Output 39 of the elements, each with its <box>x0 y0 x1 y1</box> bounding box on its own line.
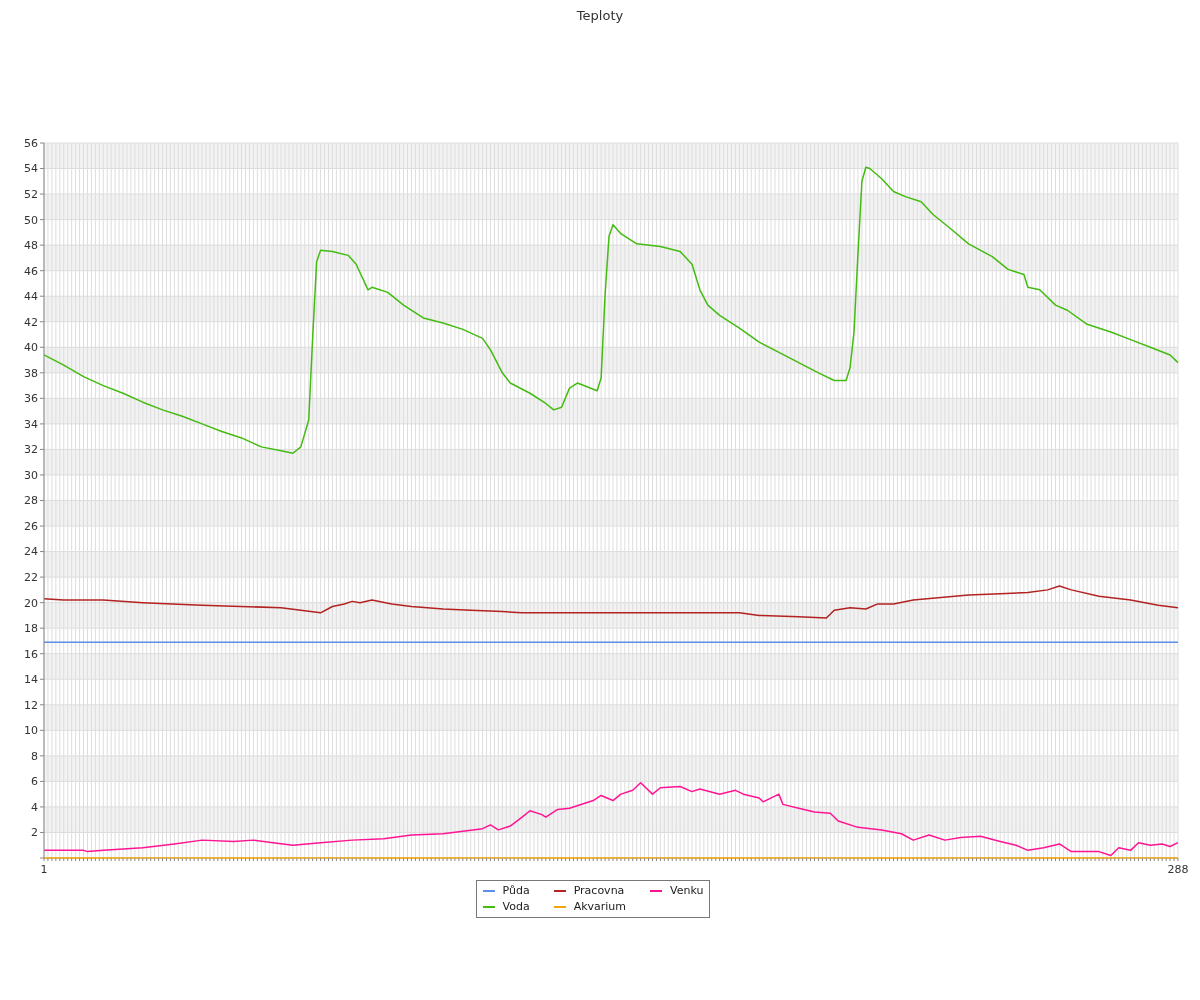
y-tick-label: 36 <box>24 392 38 406</box>
y-tick-label: 40 <box>24 341 38 355</box>
x-tick-label: 1 <box>40 863 48 876</box>
y-tick-label: 46 <box>24 264 38 278</box>
y-tick-label: 32 <box>24 443 38 457</box>
y-tick-label: 14 <box>24 673 38 687</box>
y-tick-label: 38 <box>24 366 38 380</box>
y-tick-label: 18 <box>24 622 38 636</box>
y-tick-label: 54 <box>24 162 38 176</box>
y-tick-label: 10 <box>24 724 38 738</box>
y-tick-label: 26 <box>24 519 38 533</box>
legend-label: Půda <box>502 883 530 899</box>
y-tick-label: 52 <box>24 187 38 201</box>
y-tick-label: 20 <box>24 596 38 610</box>
y-tick-label: 44 <box>24 290 38 304</box>
y-tick-label: 4 <box>31 800 38 814</box>
y-tick-label: 6 <box>31 775 38 789</box>
y-tick-label: 8 <box>31 749 38 763</box>
line-series <box>43 781 1179 857</box>
legend-label: Venku <box>670 883 704 899</box>
y-tick-label: 48 <box>24 239 38 253</box>
y-tick-label: 56 <box>24 136 38 150</box>
y-tick-label: 50 <box>24 213 38 227</box>
legend-label: Pracovna <box>573 883 625 899</box>
x-tick-label: 288 <box>1167 863 1189 876</box>
y-tick-label: 24 <box>24 545 38 559</box>
y-tick-label: 30 <box>24 468 38 482</box>
line-series <box>43 585 1179 619</box>
chart-title: Teploty <box>575 8 625 25</box>
legend-label: Akvarium <box>573 899 627 915</box>
y-tick-label: 34 <box>24 417 38 431</box>
y-tick-label: 42 <box>24 315 38 329</box>
y-tick-label: 12 <box>24 698 38 712</box>
y-tick-label: 22 <box>24 571 38 585</box>
y-tick-label: 16 <box>24 647 38 661</box>
line-series <box>43 166 1179 455</box>
legend-label: Voda <box>502 899 530 915</box>
y-tick-label: 28 <box>24 494 38 508</box>
y-tick-label: 2 <box>31 826 38 840</box>
